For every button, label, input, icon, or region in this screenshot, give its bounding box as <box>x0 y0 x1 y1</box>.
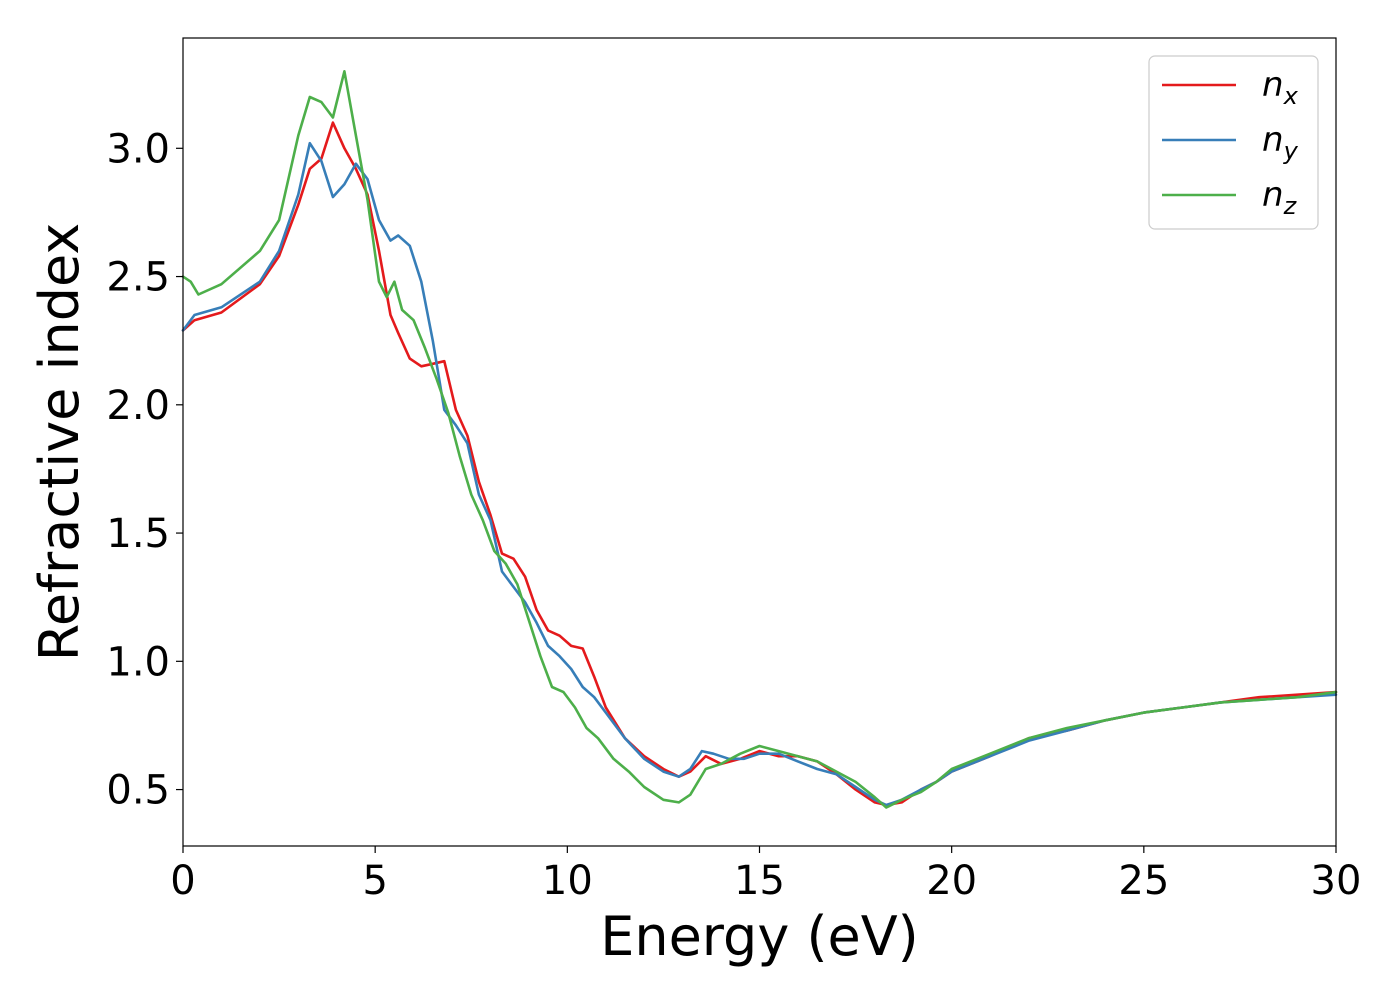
legend-label-subscript: y <box>1283 137 1299 165</box>
x-tick-label: 25 <box>1118 858 1169 904</box>
legend-label-base: n <box>1262 175 1284 215</box>
x-tick-label: 5 <box>362 858 387 904</box>
legend-label-subscript: z <box>1283 192 1298 220</box>
y-tick-label: 1.0 <box>106 639 170 685</box>
legend-box <box>1148 55 1319 230</box>
x-tick-label: 15 <box>734 858 785 904</box>
legend-label-ny: ny <box>1262 120 1299 165</box>
series-line-ny <box>181 141 1338 807</box>
x-axis: 0 5 10 15 20 25 30 <box>170 846 1361 904</box>
y-tick-label: 2.0 <box>106 383 170 429</box>
x-tick-label: 30 <box>1311 858 1362 904</box>
legend-label-base: n <box>1262 120 1284 160</box>
legend-label-subscript: x <box>1283 82 1299 110</box>
legend-label-nx: nx <box>1262 65 1299 110</box>
y-axis-label: Refractive index <box>28 223 91 662</box>
legend-label-nz: nz <box>1262 175 1298 220</box>
y-tick-label: 2.5 <box>106 255 170 301</box>
x-tick-label: 10 <box>542 858 593 904</box>
series-line-nz <box>181 70 1338 809</box>
x-axis-label: Energy (eV) <box>600 905 919 968</box>
x-tick-label: 0 <box>170 858 195 904</box>
legend-label-base: n <box>1262 65 1284 105</box>
y-tick-label: 1.5 <box>106 511 170 557</box>
y-tick-label: 0.5 <box>106 768 170 814</box>
y-axis: 0.5 1.0 1.5 2.0 2.5 3.0 <box>106 126 183 814</box>
x-tick-label: 20 <box>926 858 977 904</box>
series-layer <box>181 70 1338 809</box>
y-tick-label: 3.0 <box>106 126 170 172</box>
